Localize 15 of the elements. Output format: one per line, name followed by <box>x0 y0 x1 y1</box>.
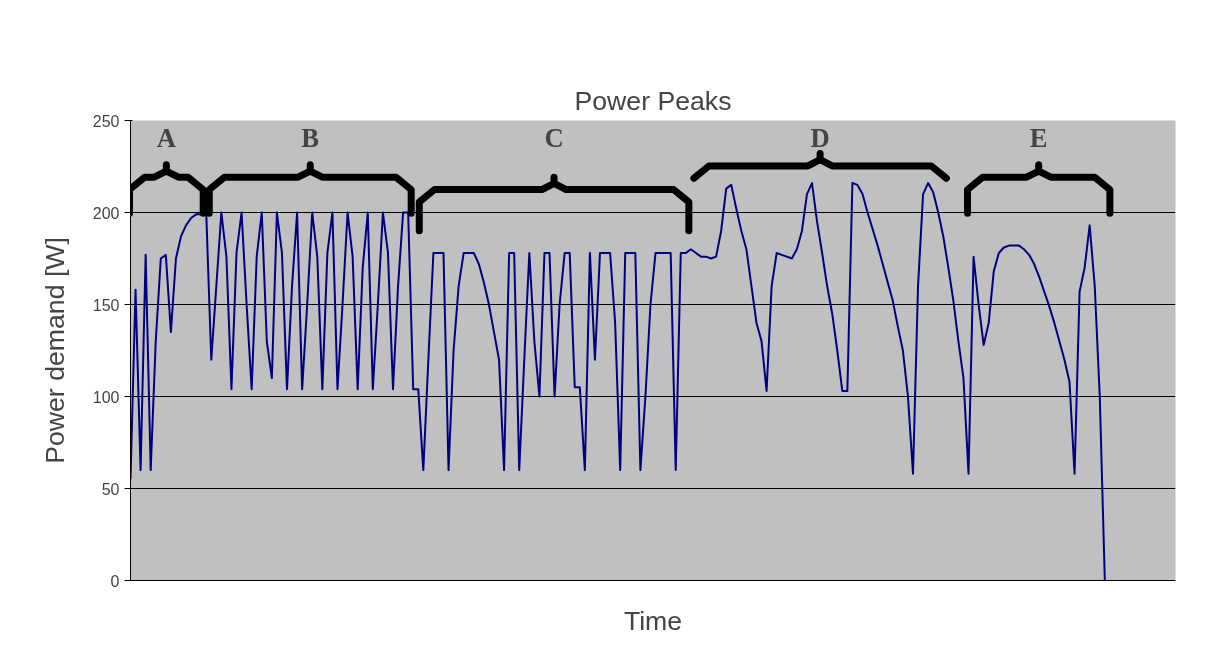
annotation: D <box>810 123 830 154</box>
y-axis-title: Power demand [W] <box>39 237 70 464</box>
annotation: B <box>301 123 320 154</box>
chart-title: Power Peaks <box>574 85 732 116</box>
line-series <box>130 182 1106 581</box>
y-tick-label: 0 <box>110 572 120 590</box>
y-tick-label: 250 <box>92 112 120 130</box>
y-tick-label: 150 <box>92 296 120 314</box>
annotation: A <box>156 123 177 154</box>
y-tick-label: 50 <box>101 480 120 498</box>
annotation: C <box>544 123 564 154</box>
y-tick-label: 200 <box>92 204 120 222</box>
annotation: E <box>1029 123 1048 154</box>
y-tick-label: 100 <box>92 388 120 406</box>
x-axis-title: Time <box>623 605 683 636</box>
